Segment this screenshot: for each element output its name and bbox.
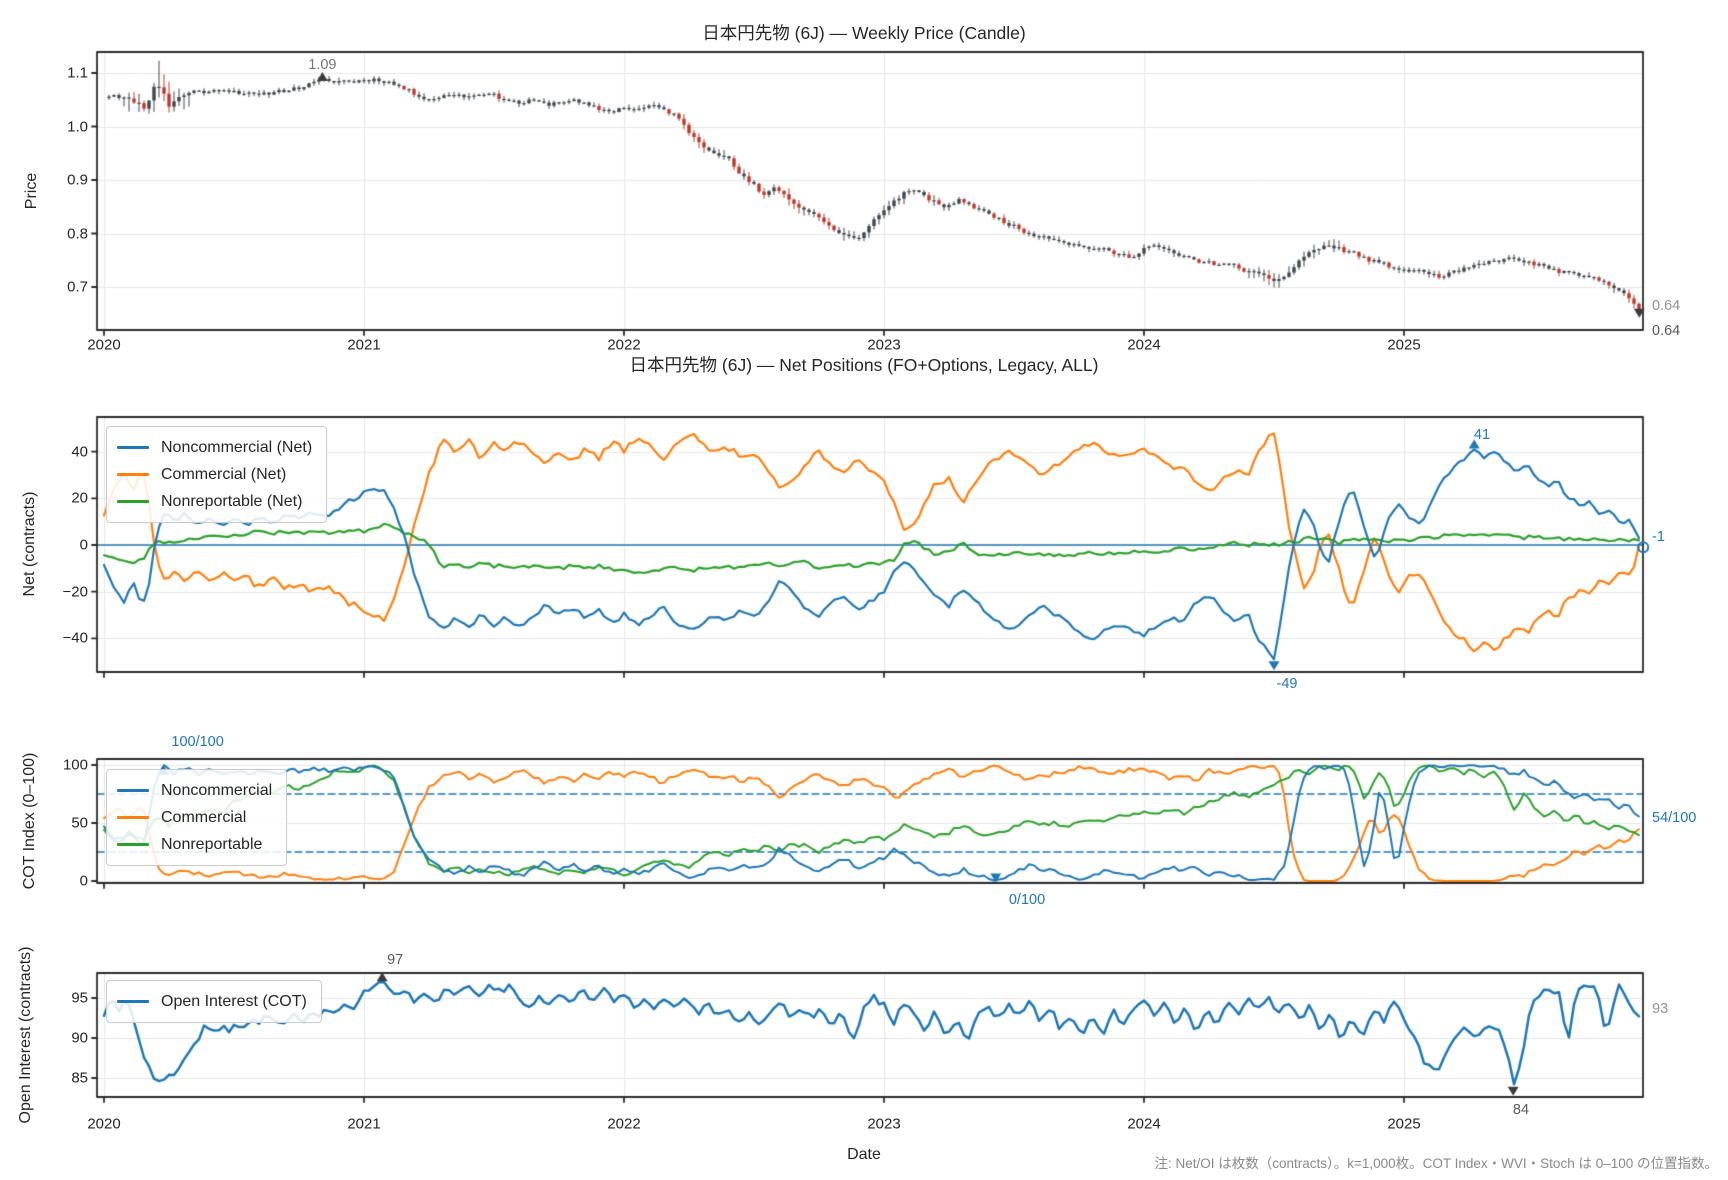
y-tick-label: 40	[71, 443, 88, 461]
annotation: 41	[1473, 427, 1491, 444]
y-tick-label: 1.0	[67, 118, 88, 135]
net-legend: Noncommercial (Net) Commercial (Net) Nonre…	[106, 426, 328, 523]
y-tick-label: −20	[62, 583, 88, 601]
annotation: 0/100	[1008, 891, 1046, 908]
y-tick-label: 0.9	[67, 171, 88, 189]
annotation: 84	[1512, 1102, 1530, 1118]
legend-line-swatch	[117, 815, 149, 820]
legend-item: Nonreportable (Net)	[117, 488, 312, 515]
annotation: 97	[387, 952, 404, 969]
annotation: 1.09	[308, 56, 337, 73]
legend-label: Commercial	[161, 808, 247, 826]
x-tick-label: 2020	[87, 336, 121, 354]
legend-label: Nonreportable (Net)	[161, 492, 303, 510]
x-tick-label: 2023	[867, 1115, 901, 1133]
legend-item: Commercial	[117, 804, 272, 831]
y-tick-label: 95	[71, 989, 88, 1007]
y-tick-label: 50	[71, 814, 88, 832]
y-tick-label: 0.8	[67, 225, 88, 242]
x-tick-label: 2025	[1387, 1115, 1421, 1133]
legend-line-swatch	[117, 499, 149, 504]
annotation: 93	[1652, 1001, 1669, 1018]
price-panel-title: 日本円先物 (6J) — Weekly Price (Candle)	[702, 23, 1026, 43]
open-interest-legend: Open Interest (COT)	[106, 980, 322, 1023]
cot-index-legend: Noncommercial Commercial Nonreportable	[106, 769, 288, 866]
y-tick-label: −40	[62, 629, 88, 647]
y-tick-label: 1.1	[67, 64, 88, 82]
x-tick-label: 2025	[1387, 336, 1421, 354]
x-tick-label: 2021	[347, 1115, 381, 1133]
y-tick-label: 0.7	[67, 278, 88, 296]
x-tick-label: 2023	[867, 336, 901, 354]
legend-item: Noncommercial	[117, 777, 272, 804]
legend-label: Noncommercial	[161, 781, 273, 799]
annotation: 54/100	[1652, 810, 1697, 827]
y-tick-label: 20	[71, 489, 88, 507]
x-tick-label: 2022	[607, 1115, 641, 1133]
x-tick-label: 2020	[87, 1115, 121, 1133]
y-tick-label: 0	[79, 536, 88, 554]
annotation: 100/100	[171, 733, 224, 750]
x-tick-label: 2022	[607, 336, 641, 354]
legend-line-swatch	[117, 788, 149, 793]
annotation: -49	[1276, 675, 1298, 692]
footnote: 注: Net/OI は枚数（contracts）。k=1,000枚。COT In…	[1154, 1156, 1718, 1171]
legend-label: Noncommercial (Net)	[161, 438, 313, 456]
legend-line-swatch	[117, 999, 149, 1004]
y-tick-label: 100	[62, 756, 88, 774]
annotation: 0.64	[1652, 323, 1681, 340]
date-axis-label: Date	[847, 1146, 881, 1163]
annotation: 0.64	[1652, 298, 1681, 315]
legend-line-swatch	[117, 472, 149, 477]
legend-label: Nonreportable	[161, 835, 263, 853]
y-tick-label: 90	[71, 1029, 88, 1047]
y-tick-label: 85	[71, 1069, 88, 1087]
x-tick-label: 2024	[1127, 1115, 1161, 1133]
y-tick-label: 0	[79, 872, 88, 890]
legend-label: Commercial (Net)	[161, 465, 287, 483]
net-panel-title: 日本円先物 (6J) — Net Positions (FO+Options, …	[629, 355, 1099, 375]
legend-item: Nonreportable	[117, 831, 272, 858]
legend-item: Noncommercial (Net)	[117, 434, 312, 461]
legend-item: Commercial (Net)	[117, 461, 312, 488]
x-tick-label: 2021	[347, 336, 381, 354]
x-tick-label: 2024	[1127, 336, 1161, 354]
legend-label: Open Interest (COT)	[161, 992, 307, 1010]
legend-line-swatch	[117, 445, 149, 450]
legend-item: Open Interest (COT)	[117, 988, 307, 1015]
legend-line-swatch	[117, 842, 149, 847]
annotation: -1	[1652, 528, 1665, 545]
